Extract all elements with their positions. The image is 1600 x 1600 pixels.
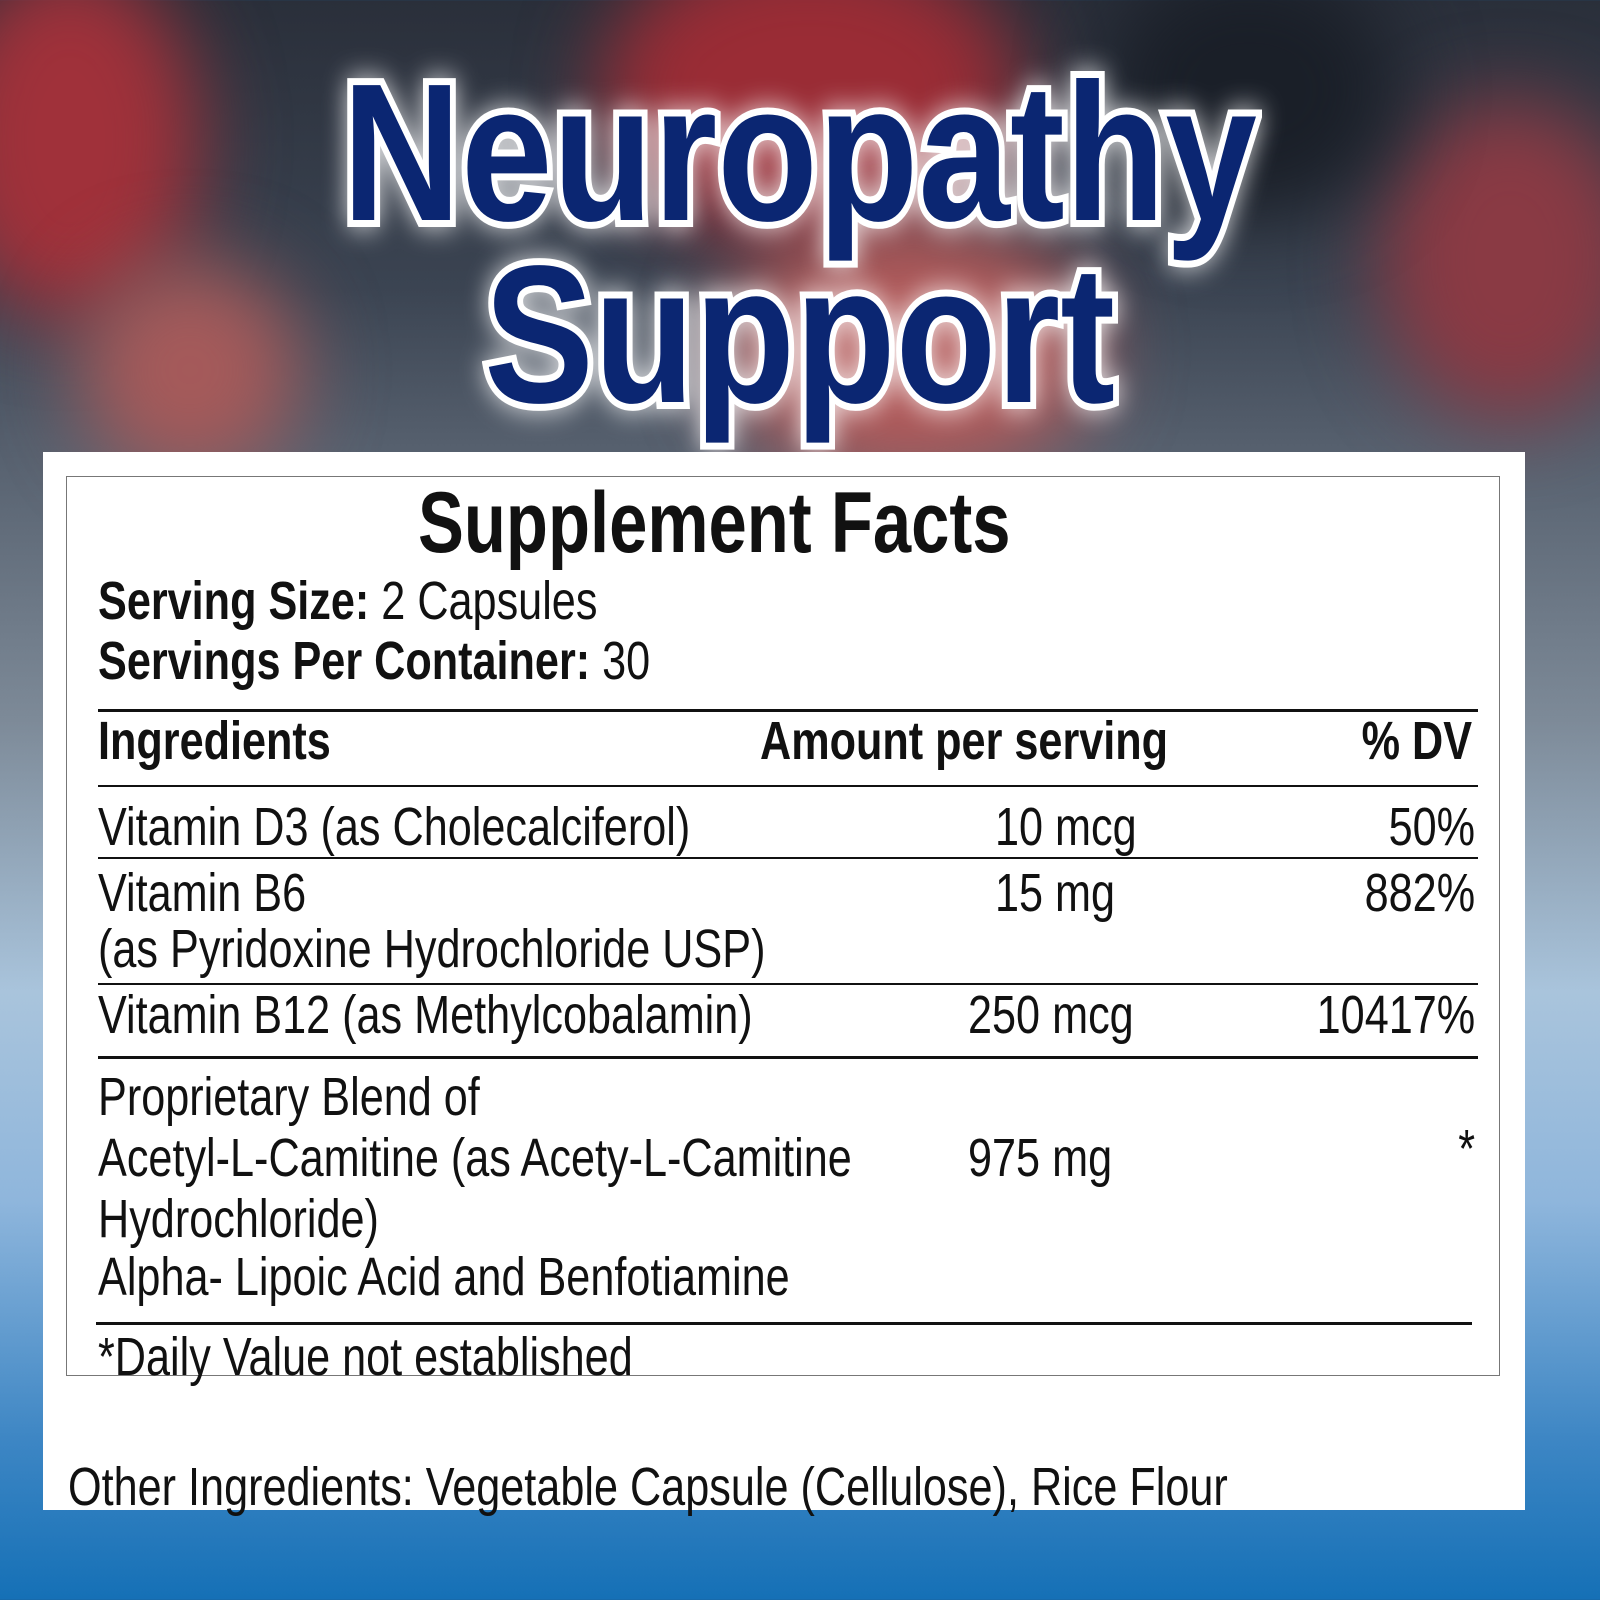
bg-blob [720, 220, 1100, 480]
col-amount: Amount per serving [760, 711, 1169, 771]
bg-blob [1380, 100, 1600, 420]
product-title-line1: Neuropathy [337, 36, 1264, 269]
blend-line: Alpha- Lipoic Acid and Benfotiamine [98, 1247, 790, 1307]
blend-amount: 975 mg [968, 1128, 1113, 1188]
servings-per-container: Servings Per Container: 30 [98, 634, 650, 688]
bg-blob [80, 260, 300, 480]
divider [98, 857, 1478, 859]
row-d3-dv: 50% [1388, 797, 1475, 857]
row-b6-dv: 882% [1364, 863, 1476, 923]
divider [98, 983, 1478, 985]
row-b6-name: Vitamin B6 [98, 863, 307, 923]
divider [98, 709, 1478, 712]
facts-title: Supplement Facts [418, 475, 1011, 571]
facts-panel [43, 452, 1525, 1510]
row-b12-dv: 10417% [1316, 985, 1475, 1045]
row-b6-amount: 15 mg [995, 863, 1116, 923]
serving-size: Serving Size: 2 Capsules [98, 574, 597, 628]
row-b12-name: Vitamin B12 (as Methylcobalamin) [98, 985, 753, 1045]
row-b6-name2: (as Pyridoxine Hydrochloride USP) [98, 919, 766, 979]
row-d3-name: Vitamin D3 (as Cholecalciferol) [98, 797, 691, 857]
facts-box [66, 476, 1500, 1376]
bg-blob [600, 0, 1020, 240]
serving-size-label: Serving Size: [98, 571, 370, 631]
blend-dv: * [1458, 1119, 1475, 1179]
col-dv: % DV [1361, 711, 1472, 771]
bg-blob [1100, 0, 1400, 220]
serving-size-value: 2 Capsules [369, 571, 598, 631]
product-title-line2: Support [479, 218, 1122, 451]
divider [98, 785, 1478, 787]
blend-line: Proprietary Blend of [98, 1067, 480, 1127]
blend-line: Acetyl-L-Camitine (as Acety-L-Camitine [98, 1128, 852, 1188]
row-d3-amount: 10 mcg [995, 797, 1137, 857]
col-ingredients: Ingredients [98, 711, 331, 771]
divider [96, 1322, 1472, 1325]
footnote: *Daily Value not established [98, 1327, 633, 1387]
servings-value: 30 [590, 631, 651, 691]
other-ingredients: Other Ingredients: Vegetable Capsule (Ce… [68, 1457, 1228, 1517]
divider [98, 1056, 1478, 1059]
servings-label: Servings Per Container: [98, 631, 591, 691]
row-b12-amount: 250 mcg [968, 985, 1134, 1045]
blend-line: Hydrochloride) [98, 1189, 379, 1249]
